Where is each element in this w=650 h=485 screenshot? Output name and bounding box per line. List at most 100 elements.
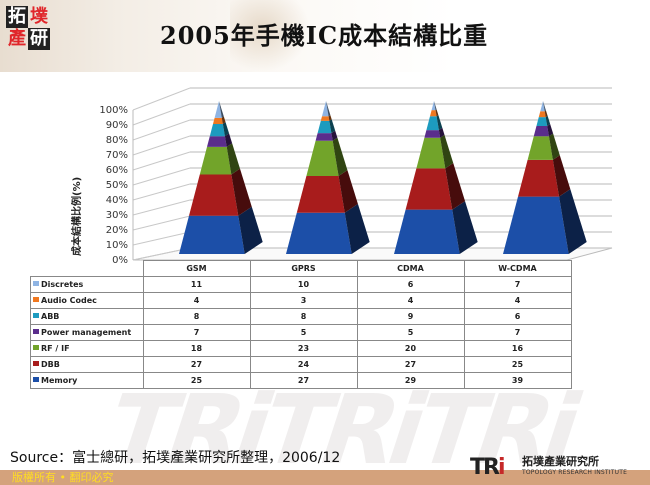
table-cell: 7: [463, 324, 572, 341]
table-cell: 27: [249, 372, 358, 389]
pyramid-segment-front: [538, 111, 546, 118]
logo-char: 拓: [6, 6, 28, 28]
tri-english-name: TOPOLOGY RESEARCH INSTITUTE: [522, 469, 628, 476]
legend-swatch-icon: [33, 313, 39, 318]
logo-char: 墣: [30, 6, 48, 27]
table-cell: 5: [249, 324, 358, 341]
legend-entry: Discretes: [30, 276, 144, 293]
table-cell: 27: [142, 356, 251, 373]
pyramid-segment-front: [306, 140, 339, 176]
table-cell: 23: [249, 340, 358, 357]
table-cell: 39: [463, 372, 572, 389]
column-header: CDMA: [356, 260, 465, 277]
legend-label: DBB: [41, 360, 60, 369]
pyramid-segment-front: [209, 123, 225, 137]
table-cell: 5: [356, 324, 465, 341]
legend-swatch-icon: [33, 297, 39, 302]
pyramid-segment-front: [315, 133, 333, 141]
y-tick-label: 80%: [106, 135, 128, 146]
tri-corner-logo: 拓 墣 產 研: [6, 6, 50, 50]
y-tick-label: 90%: [106, 120, 128, 131]
table-cell: 29: [356, 372, 465, 389]
logo-char: 研: [28, 28, 50, 50]
pyramid-segment-front: [189, 174, 239, 216]
pyramid-segment-side: [328, 115, 332, 121]
legend-swatch-icon: [33, 377, 39, 382]
column-header: GPRS: [249, 260, 358, 277]
tri-mark: TRi: [470, 455, 505, 480]
legend-swatch-icon: [33, 361, 39, 366]
legend-entry: Power management: [30, 324, 144, 341]
table-cell: 8: [142, 308, 251, 325]
pyramid-segment-side: [219, 101, 224, 118]
pyramid-segment-side: [226, 143, 240, 175]
source-citation: Source：富士總研，拓墣產業研究所整理，2006/12: [10, 450, 341, 466]
header-map-decoration: [230, 0, 310, 72]
pyramid-segment-side: [440, 134, 454, 169]
pyramid-segment-front: [431, 101, 436, 111]
pyramid-segment-front: [426, 116, 439, 131]
slide-title: 2005年手機IC成本結構比重: [160, 21, 489, 50]
pyramid-segment-front: [430, 110, 437, 117]
pyramid-segment-front: [179, 215, 245, 254]
legend-label: Power management: [41, 328, 132, 337]
pyramid-segment-front: [405, 168, 453, 210]
pyramid-segment-side: [326, 101, 331, 117]
pyramid-segment-front: [424, 130, 441, 138]
table-cell: 6: [356, 276, 465, 293]
pyramid-segment-side: [331, 130, 338, 141]
pyramid-segment-front: [199, 146, 232, 175]
pyramid-segment-front: [540, 101, 545, 112]
tri-footer-logo: TRi 拓墣產業研究所 TOPOLOGY RESEARCH INSTITUTE: [470, 456, 650, 480]
y-tick-label: 30%: [106, 210, 128, 221]
table-cell: 6: [463, 308, 572, 325]
pyramid-segment-side: [332, 137, 348, 176]
table-cell: 24: [249, 356, 358, 373]
pyramid-segment-side: [436, 115, 443, 131]
table-row: Discretes 11 10 6 7: [30, 276, 572, 293]
pyramid-segment-side: [231, 168, 252, 216]
legend-label: RF / IF: [41, 344, 70, 353]
pyramid-segment-side: [452, 201, 478, 254]
pyramid-segment-front: [536, 117, 548, 127]
pyramid-segment-front: [394, 209, 460, 254]
table-cell: 11: [142, 276, 251, 293]
pyramid-segment-side: [224, 133, 233, 147]
legend-swatch-icon: [33, 329, 39, 334]
table-header-row: GSM GPRS CDMA W-CDMA: [30, 260, 572, 277]
pyramid-segment-front: [214, 101, 222, 118]
table-cell: 8: [249, 308, 358, 325]
pyramid-segment-side: [445, 163, 466, 210]
y-tick-label: 40%: [106, 195, 128, 206]
y-axis-ticks: 0%10%20%30%40%50%60%70%80%90%100%: [99, 105, 128, 266]
header-background: [0, 0, 650, 72]
pyramid-gsm: [179, 101, 263, 254]
legend-entry: Memory: [30, 372, 144, 389]
pyramid-segment-side: [544, 110, 548, 118]
pyramid-segment-side: [547, 124, 554, 137]
legend-label: Discretes: [41, 280, 84, 289]
y-tick-label: 60%: [106, 165, 128, 176]
pyramid-segment-side: [329, 119, 336, 134]
legend-swatch-icon: [33, 345, 39, 350]
pyramid-segment-front: [322, 101, 329, 117]
y-tick-label: 70%: [106, 150, 128, 161]
legend-label: ABB: [41, 312, 60, 321]
y-tick-label: 20%: [106, 225, 128, 236]
column-header: GSM: [142, 260, 251, 277]
pyramid-w-cdma: [503, 101, 587, 254]
y-tick-label: 50%: [106, 180, 128, 191]
table-cell: 10: [249, 276, 358, 293]
table-row: RF / IF 18 23 20 16: [30, 340, 572, 357]
pyramid-segment-side: [552, 155, 571, 197]
pyramid-segment-side: [222, 122, 230, 137]
table-cell: 9: [356, 308, 465, 325]
table-cell: 4: [356, 292, 465, 309]
pyramid-series: [179, 101, 587, 254]
table-row: Memory 25 27 29 39: [30, 372, 572, 389]
y-axis-label: 成本結構比例(%): [70, 177, 83, 256]
pyramid-segment-side: [548, 133, 560, 160]
pyramid-segment-front: [503, 196, 569, 254]
pyramid-segment-side: [438, 127, 445, 138]
table-cell: 7: [463, 276, 572, 293]
